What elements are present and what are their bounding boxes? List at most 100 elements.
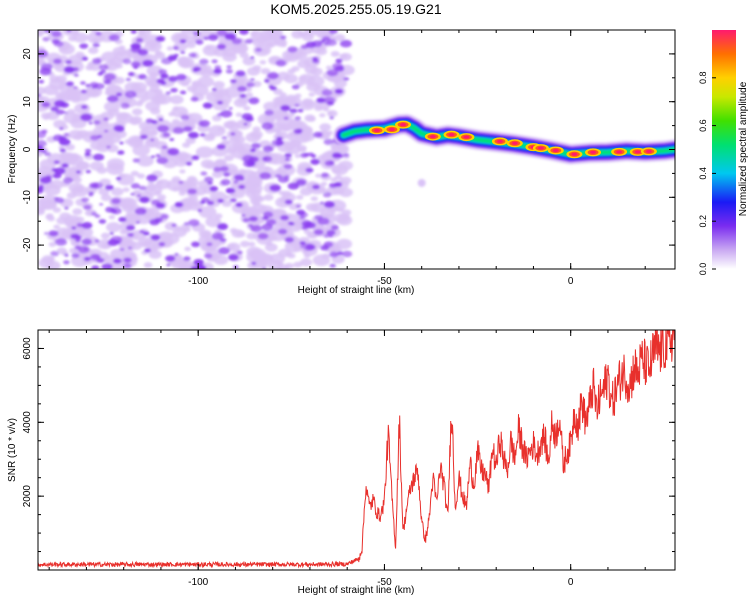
noise-speckle (323, 234, 330, 238)
noise-speckle (63, 111, 68, 115)
noise-speckle (150, 107, 161, 115)
noise-speckle (211, 87, 217, 92)
noise-speckle (92, 153, 105, 161)
noise-speckle (92, 182, 104, 190)
noise-speckle (187, 175, 197, 183)
noise-speckle (180, 80, 190, 87)
noise-speckle (239, 93, 247, 99)
noise-speckle (38, 58, 45, 66)
noise-speckle (123, 213, 139, 224)
noise-speckle (225, 69, 234, 74)
noise-speckle (226, 189, 231, 193)
noise-speckle (88, 47, 99, 55)
noise-speckle (73, 86, 78, 89)
noise-speckle (93, 120, 101, 125)
noise-speckle (287, 182, 300, 190)
noise-speckle (242, 56, 256, 66)
ridge-peak-core (388, 127, 395, 131)
noise-speckle (330, 51, 340, 58)
noise-speckle (41, 129, 48, 134)
noise-speckle (91, 212, 98, 216)
noise-speckle (137, 30, 146, 35)
ridge-peak-core (429, 135, 436, 139)
noise-speckle (123, 263, 132, 269)
noise-speckle (138, 185, 147, 191)
colorbar-gradient (712, 30, 736, 269)
noise-speckle (206, 242, 213, 247)
noise-speckle (180, 30, 196, 36)
noise-speckle (172, 186, 180, 192)
noise-speckle (42, 36, 50, 42)
noise-speckle (83, 204, 92, 210)
noise-speckle (213, 68, 222, 74)
noise-speckle (89, 82, 99, 88)
noise-speckle (84, 148, 92, 153)
noise-speckle (64, 218, 79, 228)
noise-speckle (72, 208, 83, 216)
noise-speckle (204, 253, 213, 259)
noise-speckle (38, 144, 44, 152)
noise-speckle (294, 116, 302, 121)
noise-speckle (62, 177, 74, 184)
noise-speckle (212, 166, 222, 173)
ridge-peak-core (496, 139, 503, 143)
noise-speckle (130, 42, 142, 50)
noise-speckle (197, 76, 215, 88)
noise-speckle (47, 256, 55, 262)
noise-speckle (216, 223, 229, 231)
noise-speckle (150, 234, 161, 241)
noise-speckle (294, 103, 301, 108)
noise-speckle (255, 195, 265, 203)
noise-speckle (323, 241, 334, 248)
noise-speckle (250, 30, 263, 39)
noise-speckle (296, 128, 303, 133)
noise-speckle (103, 101, 121, 113)
noise-speckle (199, 133, 206, 137)
noise-speckle (182, 142, 191, 148)
noise-speckle (277, 261, 284, 266)
noise-speckle (271, 139, 284, 147)
noise-speckle (310, 67, 323, 76)
noise-speckle (284, 199, 293, 205)
noise-speckle (80, 81, 86, 85)
y-tick-label: 6000 (22, 337, 33, 360)
noise-speckle (135, 213, 152, 225)
noise-speckle (155, 35, 166, 42)
noise-speckle (104, 129, 109, 133)
noise-speckle (143, 262, 153, 268)
noise-speckle (188, 52, 197, 58)
noise-speckle (99, 203, 104, 206)
noise-speckle (296, 204, 301, 208)
noise-speckle (188, 131, 199, 139)
noise-speckle (295, 179, 307, 186)
noise-speckle (146, 80, 156, 87)
noise-speckle (98, 187, 110, 196)
noise-speckle (169, 94, 184, 105)
ridge-peak-core (645, 149, 652, 153)
noise-speckle (148, 250, 162, 259)
snr-y-ticks: 2000 4000 6000 (22, 329, 675, 553)
noise-speckle (72, 177, 82, 183)
noise-speckle (138, 236, 153, 247)
noise-speckle (52, 134, 64, 142)
noise-speckle (160, 57, 173, 65)
noise-speckle (283, 57, 292, 63)
noise-speckle (101, 51, 117, 62)
noise-speckle (177, 56, 190, 65)
noise-speckle (209, 186, 219, 192)
noise-speckle (235, 112, 243, 117)
noise-speckle (80, 113, 93, 122)
noise-speckle (100, 194, 112, 202)
noise-speckle (319, 123, 332, 132)
noise-speckle (313, 229, 324, 236)
noise-speckle (54, 238, 68, 246)
noise-speckle (78, 246, 90, 254)
noise-speckle (251, 142, 261, 149)
noise-speckle (218, 247, 231, 255)
noise-speckle (191, 241, 201, 248)
noise-speckle (161, 145, 168, 150)
noise-speckle (286, 132, 299, 141)
ridge-peak-core (463, 135, 470, 139)
noise-speckle (113, 76, 125, 85)
